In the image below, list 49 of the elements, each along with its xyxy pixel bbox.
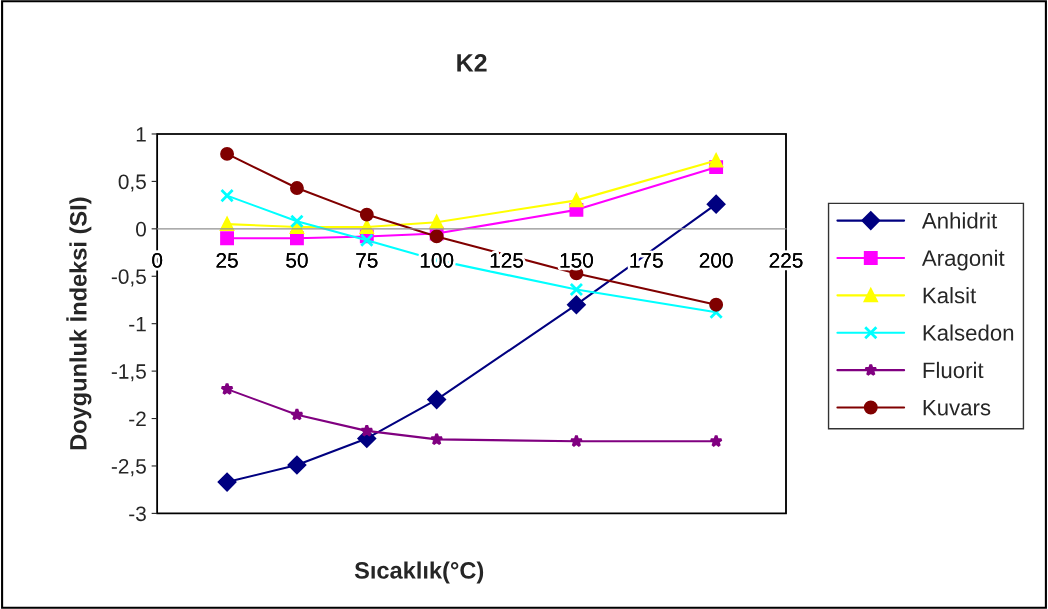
point: [220, 188, 235, 203]
y-tick-label: -0,5: [111, 269, 146, 287]
x-axis-title: Sıcaklık(°C): [354, 561, 484, 584]
y-tick-label: -3: [129, 506, 146, 522]
legend-label: Anhidrit: [921, 212, 998, 229]
point: [287, 455, 307, 475]
x-tick-label: 150: [560, 252, 593, 268]
x-tick-label: 125: [490, 252, 524, 268]
point: [289, 181, 304, 195]
legend-label: Kalsedon: [923, 324, 1014, 341]
legend-label: Aragonit: [921, 249, 1005, 271]
legend-label: Kuvars: [923, 400, 991, 416]
point: [709, 153, 724, 168]
chart-title: K2: [457, 54, 487, 72]
point: [290, 407, 304, 421]
point: [709, 434, 723, 448]
point: [359, 219, 374, 234]
point: [220, 217, 235, 232]
point: [220, 231, 235, 246]
point: [359, 233, 374, 248]
point: [569, 434, 584, 448]
x-tick-label: 200: [699, 252, 733, 268]
y-tick-label: -1: [129, 316, 146, 332]
point: [220, 382, 234, 396]
x-tick-label: 50: [286, 252, 308, 268]
point: [217, 472, 237, 492]
y-tick-label: 0: [136, 221, 146, 237]
point: [567, 295, 586, 314]
point: [706, 194, 726, 214]
y-tick-label: -1,5: [111, 364, 146, 382]
point: [569, 282, 584, 297]
point: [429, 432, 444, 446]
point: [289, 214, 304, 229]
x-tick-label: 25: [216, 252, 238, 268]
legend-label: Kalsit: [923, 287, 977, 304]
point: [429, 215, 444, 230]
point: [359, 207, 374, 222]
y-tick-label: 1: [136, 127, 146, 142]
y-tick-label: -2: [129, 411, 146, 427]
y-axis-title: Doygunluk İndeksi (SI): [66, 197, 92, 450]
point: [220, 146, 235, 161]
legend-label: Fluorit: [923, 361, 984, 379]
x-tick-label: 75: [356, 253, 378, 268]
point: [360, 423, 374, 437]
y-tick-label: 0,5: [118, 174, 146, 192]
point: [569, 193, 584, 208]
y-tick-label: -2,5: [111, 458, 146, 477]
point: [709, 297, 724, 312]
point: [427, 390, 446, 409]
